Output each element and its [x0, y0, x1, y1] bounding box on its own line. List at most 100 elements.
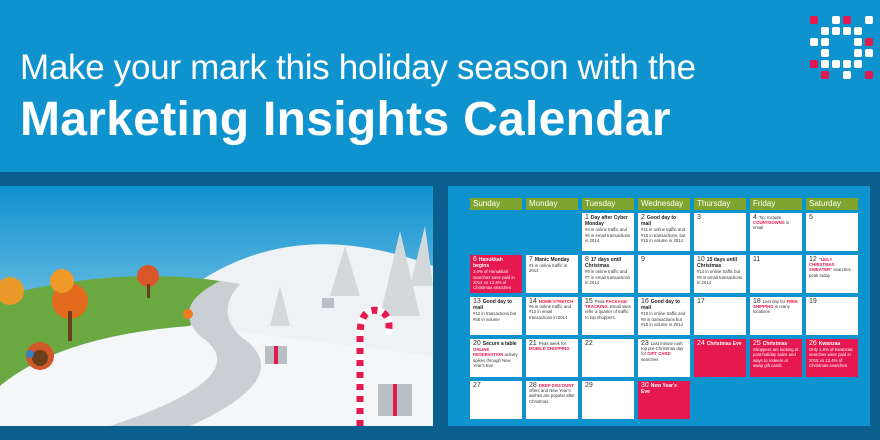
tree-icons [270, 226, 433, 326]
calendar-day-6: 6 Hanukkah begins 3.0% of Hanukkah searche… [470, 255, 522, 293]
logo-dot [843, 27, 851, 35]
day-text-prefix: Last day for [762, 299, 787, 304]
day-highlight: FREE SHIPPING [753, 299, 798, 310]
calendar-day-28: 28 DEEP DISCOUNT offers and New Year's wi… [526, 381, 578, 419]
day-text: 3.0% of Hanukkah searches were paid in 2… [473, 269, 515, 291]
day-number: 16 [641, 298, 649, 305]
day-number: 5 [809, 214, 813, 221]
day-highlight: ONLINE RESERVATION [473, 347, 504, 358]
calendar-day-9: 9 [638, 255, 690, 293]
logo-dot [821, 49, 829, 57]
calendar-day-19: 19 [806, 297, 858, 335]
calendar-day-14: 14 HOME STRETCH #6 in online traffic and … [526, 297, 578, 335]
day-highlight: HOME STRETCH [538, 299, 574, 304]
calendar-day-7: 7 Manic Monday #1 in online traffic in 201… [526, 255, 578, 293]
day-text-prefix: Last minute rush: top pre-Christmas day … [641, 341, 684, 357]
day-title: Day after Cyber Monday [585, 215, 628, 228]
day-highlight: PACKAGE TRACKING. [585, 299, 627, 310]
logo-dot [865, 49, 873, 57]
day-number: 24 [697, 340, 705, 347]
day-header-tuesday: Tuesday [582, 198, 634, 210]
logo-dot [854, 38, 862, 46]
calendar-day-5: 5 [806, 213, 858, 251]
calendar-day-10: 10 15 days until Christmas #14 in online t… [694, 255, 746, 293]
day-title: Christmas Eve [706, 341, 742, 347]
day-title: Christmas [762, 341, 788, 347]
logo-dot [821, 27, 829, 35]
logo-dot [865, 16, 873, 24]
calendar-day-11: 11 [750, 255, 802, 293]
day-number: 28 [529, 382, 537, 389]
logo-dot [854, 27, 862, 35]
day-number: 14 [529, 298, 537, 305]
day-number: 19 [809, 298, 817, 305]
day-text: Only 1.8% of Kwanzaa searches were paid … [809, 347, 853, 368]
calendar-day-17: 17 [694, 297, 746, 335]
day-text: #10 in online traffic and #8 in transact… [641, 311, 686, 327]
calendar-day-8: 8 17 days until Christmas #9 in online tra… [582, 255, 634, 293]
brand-logo-icon [810, 16, 873, 79]
day-text: Shoppers are looking at post-holiday sal… [753, 347, 799, 368]
day-text: #1 in online traffic in 2014 [529, 263, 568, 274]
day-number: 21 [529, 340, 537, 347]
pumpkin-icon [183, 309, 193, 319]
day-title: Secure a table [482, 341, 517, 347]
day-number: 12 [809, 256, 817, 263]
logo-dot [854, 60, 862, 68]
logo-dot [821, 60, 829, 68]
calendar-day-2: 2 Good day to mail #11 in online traffic a… [638, 213, 690, 251]
calendar-day-3: 3 [694, 213, 746, 251]
day-text: offers and New Year's wishes are popular… [529, 388, 575, 404]
day-text: #14 in online traffic but #9 in email tr… [697, 269, 743, 285]
calendar-day-21: 21 Peak week for MOBILE SHOPPING [526, 339, 578, 377]
day-header-sunday: Sunday [470, 198, 522, 210]
day-header-thursday: Thursday [694, 198, 746, 210]
day-text: activity spikes through New Year's Eve [473, 352, 518, 368]
logo-dot [843, 71, 851, 79]
calendar-day-24: 24 Christmas Eve [694, 339, 746, 377]
day-highlight: MOBILE SHOPPING [529, 346, 570, 352]
calendar-day-12: 12 "UGLY CHRISTMAS SWEATER" searches peak… [806, 255, 858, 293]
day-text: #11 in online traffic and #10 in transac… [641, 227, 686, 243]
header-banner: Make your mark this holiday season with … [0, 0, 880, 172]
logo-dot [810, 60, 818, 68]
day-header-monday: Monday [526, 198, 578, 210]
logo-dot [821, 38, 829, 46]
day-text-prefix: Peak week for [538, 341, 567, 346]
holiday-landscape-illustration [0, 186, 433, 426]
day-number: 7 [529, 256, 533, 263]
calendar-day-26: 26 Kwanzaa Only 1.8% of Kwanzaa searches w… [806, 339, 858, 377]
logo-dot [832, 16, 840, 24]
day-title: 15 days until Christmas [697, 257, 738, 270]
day-number: 6 [473, 256, 477, 263]
day-text: #6 in online traffic and #12 in email tr… [529, 304, 571, 320]
day-number: 2 [641, 214, 645, 221]
logo-dot [843, 60, 851, 68]
day-number: 26 [809, 340, 817, 347]
day-title: New Year's Eve [641, 383, 677, 396]
calendar-day-23: 23 Last minute rush: top pre-Christmas da… [638, 339, 690, 377]
day-highlight: "UGLY CHRISTMAS SWEATER" [809, 257, 835, 273]
day-title: 17 days until Christmas [585, 257, 622, 270]
day-number: 30 [641, 382, 649, 389]
autumn-tree-icons [0, 265, 159, 341]
day-number: 29 [585, 382, 593, 389]
logo-dot [854, 49, 862, 57]
logo-dot [821, 71, 829, 79]
day-text: #12 in transactions but #58 in volume [473, 311, 517, 322]
calendar-day-13: 13 Good day to mail #12 in transactions bu… [470, 297, 522, 335]
day-text: in email [753, 220, 790, 231]
day-number: 20 [473, 340, 481, 347]
day-text: #9 in online traffic and #7 in email tra… [585, 269, 631, 285]
day-number: 23 [641, 340, 649, 347]
day-number: 1 [585, 214, 589, 221]
day-number: 17 [697, 298, 705, 305]
day-title: Good day to mail [641, 299, 680, 312]
day-text: #4 in online traffic and #6 in email tra… [585, 227, 631, 243]
day-text: Email sites refer a quarter of traffic t… [585, 304, 631, 320]
gift-box-icons [265, 298, 412, 416]
calendar-day-25: 25 Christmas Shoppers are looking at post-… [750, 339, 802, 377]
day-highlight: DEEP DISCOUNT [538, 383, 575, 388]
calendar-day-1: 1 Day after Cyber Monday #4 in online traf… [582, 213, 634, 251]
logo-dot [810, 16, 818, 24]
